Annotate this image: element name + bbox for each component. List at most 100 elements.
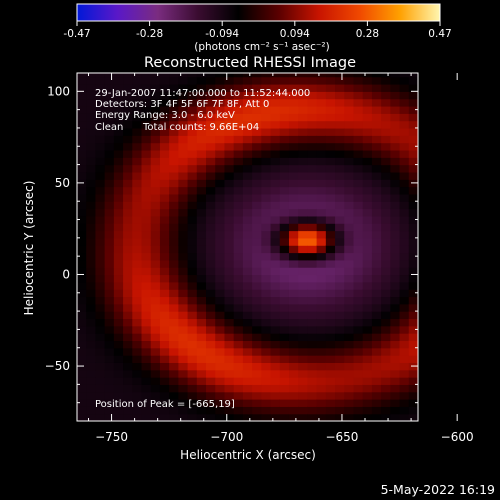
heatmap-cell (123, 311, 133, 320)
heatmap-cell (261, 113, 272, 122)
heatmap-cell (261, 127, 272, 136)
heatmap-cell (252, 347, 262, 356)
heatmap-cell (224, 399, 235, 407)
heatmap-cell (86, 296, 97, 305)
heatmap-cell (159, 201, 170, 210)
heatmap-cell (288, 355, 299, 363)
heatmap-cell (408, 237, 418, 246)
heatmap-cell (159, 406, 170, 415)
heatmap-cell (215, 135, 226, 144)
heatmap-cell (215, 259, 226, 268)
heatmap-cell (399, 252, 410, 261)
heatmap-cell (307, 98, 318, 107)
heatmap-cell (335, 333, 345, 342)
heatmap-cell (353, 384, 364, 393)
heatmap-cell (261, 406, 272, 415)
heatmap-cell (288, 281, 299, 290)
heatmap-cell (325, 252, 336, 261)
heatmap-cell (141, 362, 152, 371)
heatmap-cell (86, 135, 97, 144)
heatmap-cell (242, 237, 253, 246)
heatmap-cell (381, 142, 391, 151)
heatmap-cell (270, 406, 281, 415)
heatmap-cell (408, 193, 418, 202)
heatmap-cell (270, 369, 281, 378)
heatmap-cell (288, 98, 299, 107)
heatmap-cell (113, 127, 124, 136)
heatmap-cell (390, 135, 401, 144)
heatmap-cell (159, 318, 170, 327)
heatmap-cell (215, 311, 226, 320)
heatmap-cell (381, 127, 391, 136)
heatmap-cell (316, 303, 327, 312)
heatmap-cell (353, 73, 364, 78)
heatmap-cell (113, 120, 124, 129)
heatmap-cell (123, 340, 133, 349)
heatmap-cell (252, 318, 262, 327)
heatmap-cell (233, 391, 244, 400)
heatmap-cell (159, 311, 170, 320)
heatmap-cell (95, 281, 106, 290)
heatmap-cell (196, 127, 207, 136)
heatmap-cell (252, 245, 262, 254)
heatmap-cell (298, 296, 309, 305)
heatmap-cell (307, 208, 318, 217)
heatmap-cell (169, 83, 179, 92)
heatmap-cell (279, 252, 290, 261)
heatmap-cell (242, 193, 253, 202)
heatmap-cell (104, 135, 115, 144)
heatmap-cell (196, 113, 207, 122)
heatmap-cell (288, 311, 299, 320)
heatmap-cell (335, 377, 345, 385)
heatmap-cell (206, 325, 216, 334)
heatmap-cell (390, 362, 401, 371)
heatmap-cell (233, 384, 244, 393)
heatmap-cell (270, 164, 281, 173)
colorbar-tick-label: 0.28 (356, 28, 379, 40)
heatmap-cell (206, 193, 216, 202)
heatmap-cell (104, 73, 115, 78)
heatmap-cell (132, 281, 143, 290)
heatmap-cell (196, 157, 207, 166)
heatmap-cell (335, 73, 345, 78)
heatmap-cell (242, 76, 253, 85)
heatmap-cell (77, 127, 87, 136)
heatmap-cell (381, 208, 391, 217)
heatmap-cell (298, 340, 309, 349)
heatmap-cell (95, 76, 106, 85)
heatmap-cell (187, 127, 198, 136)
heatmap-cell (169, 318, 179, 327)
heatmap-cell (206, 406, 216, 415)
heatmap-cell (252, 406, 262, 415)
annotation-peak: Position of Peak = [-665,19] (95, 399, 235, 410)
heatmap-cell (261, 289, 272, 298)
heatmap-cell (95, 399, 106, 407)
heatmap-cell (279, 149, 290, 158)
heatmap-cell (215, 193, 226, 202)
heatmap-cell (316, 135, 327, 144)
heatmap-cell (132, 318, 143, 327)
y-axis-label: Heliocentric Y (arcsec) (22, 181, 36, 316)
heatmap-cell (325, 281, 336, 290)
heatmap-cell (399, 201, 410, 210)
heatmap-cell (371, 73, 382, 78)
y-tick-label: 50 (55, 176, 70, 190)
heatmap-cell (206, 149, 216, 158)
heatmap-cell (399, 245, 410, 254)
heatmap-cell (288, 303, 299, 312)
heatmap-cell (316, 171, 327, 180)
heatmap-cell (261, 267, 272, 276)
heatmap-cell (399, 193, 410, 202)
heatmap-cell (86, 83, 97, 92)
heatmap-cell (261, 179, 272, 188)
heatmap-cell (298, 230, 309, 239)
heatmap-cell (362, 164, 373, 173)
heatmap-cell (408, 230, 418, 239)
heatmap-cell (252, 391, 262, 400)
heatmap-cell (371, 208, 382, 217)
colorbar: -0.47 -0.28 -0.094 0.094 0.28 0.47 (photons c… (63, 3, 452, 53)
heatmap-cell (408, 215, 418, 224)
heatmap-cell (77, 245, 87, 254)
heatmap-cell (390, 215, 401, 224)
heatmap-cell (353, 91, 364, 100)
